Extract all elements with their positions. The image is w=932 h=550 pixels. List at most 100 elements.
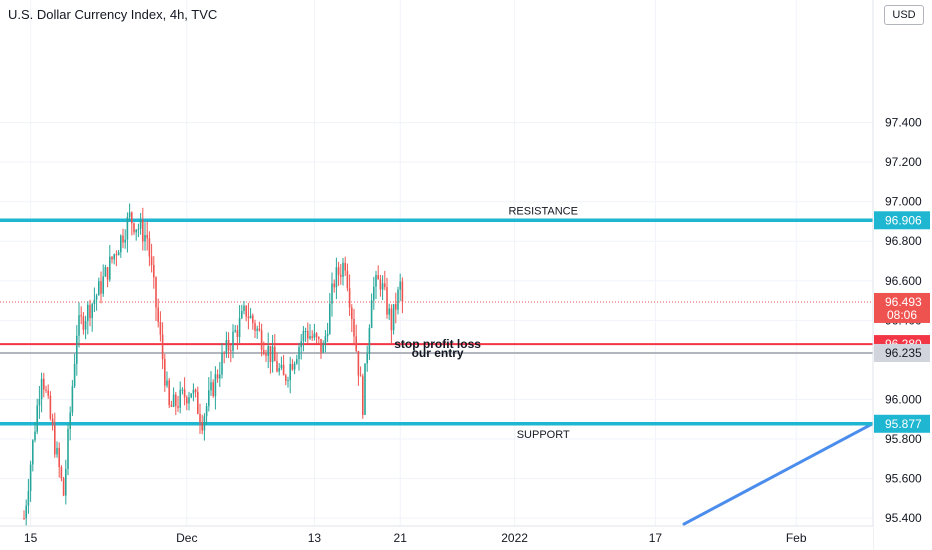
candle-body <box>170 405 173 407</box>
candle-body <box>60 467 63 479</box>
candle-body <box>230 350 232 352</box>
candle-body <box>175 394 177 406</box>
candle-body <box>384 283 386 288</box>
candle-body <box>89 304 91 319</box>
candle-body <box>291 364 294 370</box>
candle-body <box>146 234 148 239</box>
candle-body <box>340 274 342 277</box>
candle-body <box>45 389 47 391</box>
candle-body <box>346 270 349 289</box>
candle-body <box>102 276 104 294</box>
candle-body <box>113 254 115 260</box>
candle-body <box>172 394 175 407</box>
candle-body <box>353 318 355 337</box>
candle-body <box>93 299 96 304</box>
candle-body <box>36 405 38 432</box>
candle-body <box>208 390 210 407</box>
candle-body <box>274 346 276 362</box>
x-tick-label: 2022 <box>501 531 528 545</box>
y-tick-label: 95.800 <box>885 432 922 446</box>
x-tick-label: 21 <box>394 531 408 545</box>
candle-body <box>302 331 305 342</box>
candle-body <box>137 228 140 230</box>
candle-body <box>223 352 225 354</box>
candle-body <box>122 235 124 243</box>
candle-body <box>285 375 287 381</box>
candle-body <box>276 361 278 372</box>
candle-body <box>192 389 195 394</box>
x-tick-label: 17 <box>649 531 663 545</box>
candle-body <box>379 279 382 290</box>
candle-body <box>49 395 52 419</box>
level-label: our entry <box>412 346 464 360</box>
candle-body <box>56 447 58 455</box>
candle-body <box>265 353 267 356</box>
candle-body <box>212 382 214 397</box>
candle-body <box>214 374 217 397</box>
grid-lines <box>0 0 873 526</box>
candle-body <box>58 447 60 468</box>
last-price-badge-bg <box>874 292 930 323</box>
candle-body <box>267 346 269 356</box>
level-badge-bg <box>874 414 930 433</box>
candle-body <box>153 264 155 278</box>
candle-body <box>203 416 206 431</box>
candle-body <box>100 281 102 294</box>
currency-selector[interactable]: USD <box>884 5 924 25</box>
candle-body <box>219 374 221 379</box>
candle-body <box>80 315 82 317</box>
candle-body <box>344 262 346 271</box>
candle-body <box>348 288 351 308</box>
level-label: SUPPORT <box>517 429 570 441</box>
level-badge: 95.877 <box>885 417 922 431</box>
candle-body <box>131 212 133 224</box>
candle-body <box>296 359 298 364</box>
candle-body <box>67 428 69 470</box>
time-axis[interactable]: 15 Dec 13 21 2022 17 Feb <box>0 525 873 550</box>
candle-body <box>40 378 43 400</box>
candle-body <box>388 308 390 315</box>
candle-body <box>117 252 120 256</box>
candle-body <box>128 212 131 218</box>
price-axis[interactable]: 97.40097.20097.00096.80096.60096.40096.0… <box>872 0 932 550</box>
candle-body <box>227 339 230 351</box>
trend-line <box>682 407 902 526</box>
candle-body <box>148 238 151 257</box>
candle-body <box>260 330 263 351</box>
level-label: RESISTANCE <box>508 205 577 217</box>
candle-body <box>298 347 300 360</box>
candle-body <box>115 254 118 256</box>
candle-body <box>304 331 307 333</box>
candle-body <box>76 335 78 364</box>
candle-body <box>168 380 170 406</box>
candle-body <box>263 350 265 354</box>
candle-body <box>241 310 243 318</box>
candle-body <box>183 389 186 398</box>
candle-body <box>47 390 49 396</box>
candle-body <box>199 413 201 423</box>
candle-body <box>256 328 258 331</box>
candle-body <box>401 281 404 302</box>
candle-body <box>313 333 316 338</box>
candle-body <box>359 375 362 377</box>
candle-body <box>82 316 85 330</box>
candle-body <box>109 256 111 280</box>
x-tick-label: Dec <box>176 531 197 545</box>
candle-body <box>278 368 280 372</box>
y-tick-label: 95.600 <box>885 472 922 486</box>
level-badge-bg <box>874 211 930 230</box>
candle-body <box>280 364 283 369</box>
candle-body <box>392 304 395 331</box>
candle-body <box>309 336 311 339</box>
candle-body <box>249 315 252 318</box>
last-price-badge: 96.493 <box>885 295 922 309</box>
candle-body <box>188 397 190 404</box>
candle-body <box>351 307 353 319</box>
candle-body <box>194 389 197 392</box>
candle-body <box>29 464 32 491</box>
chart-title: U.S. Dollar Currency Index, 4h, TVC <box>8 7 218 22</box>
candle-body <box>245 305 247 317</box>
candle-body <box>395 304 397 310</box>
